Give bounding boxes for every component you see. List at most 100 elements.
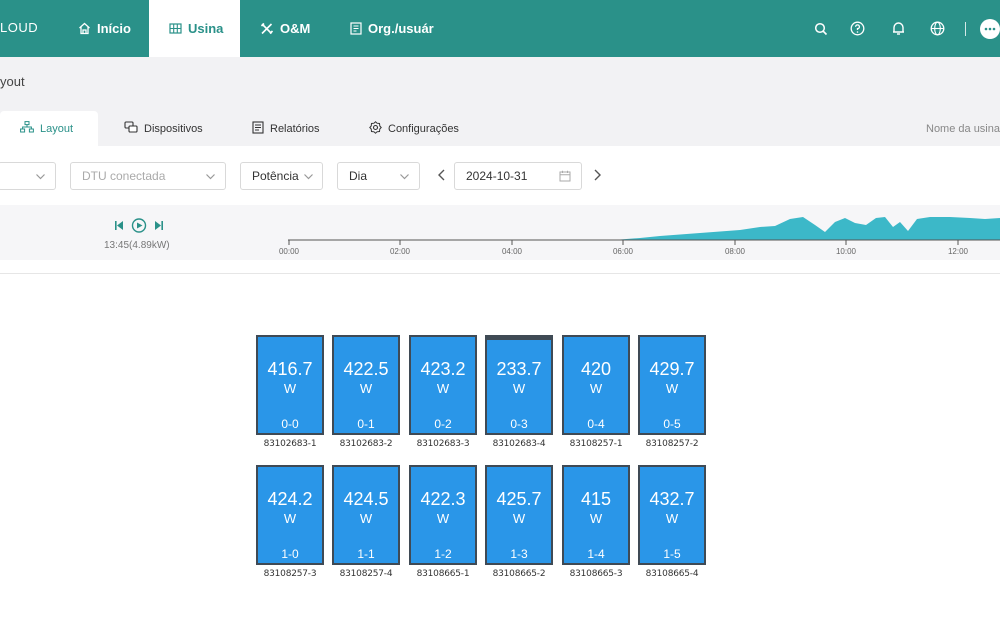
panel-power: 429.7: [649, 359, 695, 379]
tab-label: Configurações: [388, 122, 459, 135]
nav-item-usina[interactable]: Usina: [149, 0, 240, 57]
current-time-readout: 13:45(4.89kW): [104, 240, 170, 251]
solar-panel[interactable]: 429.7 W 0-5: [638, 335, 706, 435]
panel-cell[interactable]: 420 W 0-4 83108257-1: [562, 335, 630, 449]
panel-power: 423.2: [420, 359, 466, 379]
nav-item-label: Início: [97, 21, 131, 36]
metric-select[interactable]: Potência: [240, 162, 323, 190]
tab-label: Relatórios: [270, 122, 320, 135]
panel-unit: W: [512, 381, 526, 396]
panel-cell[interactable]: 422.5 W 0-1 83102683-2: [332, 335, 400, 449]
timeline-tick-label: 06:00: [613, 247, 634, 256]
solar-panel[interactable]: 422.5 W 0-1: [332, 335, 400, 435]
timeline-tick-label: 10:00: [836, 247, 857, 256]
org-icon: [350, 22, 362, 35]
help-icon[interactable]: [850, 0, 865, 57]
tabs-row: Layout Dispositivos Relatórios Configura…: [0, 108, 1000, 146]
bell-icon[interactable]: [892, 0, 905, 57]
panel-layout: 416.7 W 0-0 83102683-1 422.5 W 0-1 83102…: [255, 335, 715, 585]
solar-panel[interactable]: 422.3 W 1-2: [409, 465, 477, 565]
skip-forward-icon[interactable]: [155, 221, 163, 230]
solar-panel[interactable]: 416.7 W 0-0: [256, 335, 324, 435]
skip-back-icon[interactable]: [115, 221, 123, 230]
panel-serial: 83108665-4: [645, 569, 699, 579]
panel-cell[interactable]: 425.7 W 1-3 83108665-2: [485, 465, 553, 579]
power-area: [600, 217, 1000, 240]
brand-logo[interactable]: LOUD: [0, 20, 39, 35]
panel-serial: 83108665-3: [569, 569, 623, 579]
chevron-down-icon: [303, 171, 314, 185]
panel-position: 0-2: [434, 417, 452, 431]
search-icon[interactable]: [814, 0, 828, 57]
solar-panel[interactable]: 432.7 W 1-5: [638, 465, 706, 565]
solar-panel[interactable]: 423.2 W 0-2: [409, 335, 477, 435]
panel-unit: W: [436, 381, 450, 396]
date-value: 2024-10-31: [466, 169, 528, 183]
panel-serial: 83102683-1: [263, 439, 317, 449]
panel-position: 0-5: [663, 417, 681, 431]
tab-layout[interactable]: Layout: [0, 111, 98, 146]
power-timeline[interactable]: 00:00 02:00 04:00 06:00 08:00 10:00 12:0…: [0, 205, 1000, 260]
panel-power: 233.7: [496, 359, 542, 379]
panel-cell[interactable]: 416.7 W 0-0 83102683-1: [256, 335, 324, 449]
nav-item-inicio[interactable]: Início: [78, 0, 131, 57]
breadcrumb-bar: yout: [0, 57, 1000, 108]
panel-power: 420: [580, 359, 612, 379]
chevron-down-icon: [399, 171, 410, 185]
layout-icon: [20, 121, 34, 136]
panel-power: 415: [580, 489, 612, 509]
timeline-ticks: [288, 240, 959, 245]
globe-icon[interactable]: [930, 0, 945, 57]
panel-position: 0-3: [510, 417, 528, 431]
nav-item-om[interactable]: O&M: [260, 0, 310, 57]
panel-cell[interactable]: 424.5 W 1-1 83108257-4: [332, 465, 400, 579]
panel-cell[interactable]: 233.7 W 0-3 83102683-4: [485, 335, 553, 449]
section-divider: [0, 273, 1000, 274]
tab-configuracoes[interactable]: Configurações: [369, 111, 459, 146]
panel-position: 1-1: [357, 547, 375, 561]
date-picker[interactable]: 2024-10-31: [454, 162, 582, 190]
panel-cell[interactable]: 429.7 W 0-5 83108257-2: [638, 335, 706, 449]
chat-icon[interactable]: [980, 0, 1000, 57]
plant-name-label[interactable]: Nome da usina: [926, 123, 1000, 135]
nav-item-org[interactable]: Org./usuár: [350, 0, 434, 57]
settings-icon: [369, 120, 382, 137]
solar-panel[interactable]: 420 W 0-4: [562, 335, 630, 435]
dtu-select[interactable]: DTU conectada: [70, 162, 226, 190]
panel-power: 432.7: [649, 489, 695, 509]
device-select[interactable]: [0, 162, 56, 190]
home-icon: [78, 22, 91, 35]
panel-unit: W: [665, 381, 679, 396]
solar-panel[interactable]: 424.2 W 1-0: [256, 465, 324, 565]
panel-serial: 83108257-2: [645, 439, 699, 449]
panel-cell[interactable]: 415 W 1-4 83108665-3: [562, 465, 630, 579]
panel-position: 0-1: [357, 417, 375, 431]
solar-panel[interactable]: 425.7 W 1-3: [485, 465, 553, 565]
panel-power: 422.5: [343, 359, 389, 379]
tab-dispositivos[interactable]: Dispositivos: [124, 111, 203, 146]
timeline-tick-label: 04:00: [502, 247, 523, 256]
timeline-chart: 00:00 02:00 04:00 06:00 08:00 10:00 12:0…: [279, 217, 1000, 256]
dtu-select-placeholder: DTU conectada: [82, 169, 166, 183]
panel-serial: 83108257-1: [569, 439, 623, 449]
play-icon[interactable]: [131, 218, 147, 233]
tab-relatorios[interactable]: Relatórios: [252, 111, 320, 146]
solar-panel[interactable]: 424.5 W 1-1: [332, 465, 400, 565]
panel-status-bar: [487, 337, 551, 340]
panel-cell[interactable]: 422.3 W 1-2 83108665-1: [409, 465, 477, 579]
period-select[interactable]: Dia: [337, 162, 420, 190]
panel-unit: W: [436, 511, 450, 526]
panel-position: 1-5: [663, 547, 681, 561]
panel-power: 424.5: [343, 489, 389, 509]
next-date-button[interactable]: [590, 168, 604, 182]
panel-power: 425.7: [496, 489, 542, 509]
timeline-tick-label: 08:00: [725, 247, 746, 256]
previous-date-button[interactable]: [435, 168, 449, 182]
solar-panel[interactable]: 233.7 W 0-3: [485, 335, 553, 435]
panel-cell[interactable]: 432.7 W 1-5 83108665-4: [638, 465, 706, 579]
solar-panel[interactable]: 415 W 1-4: [562, 465, 630, 565]
panel-cell[interactable]: 423.2 W 0-2 83102683-3: [409, 335, 477, 449]
panel-unit: W: [359, 511, 373, 526]
tools-icon: [260, 22, 274, 35]
panel-cell[interactable]: 424.2 W 1-0 83108257-3: [256, 465, 324, 579]
